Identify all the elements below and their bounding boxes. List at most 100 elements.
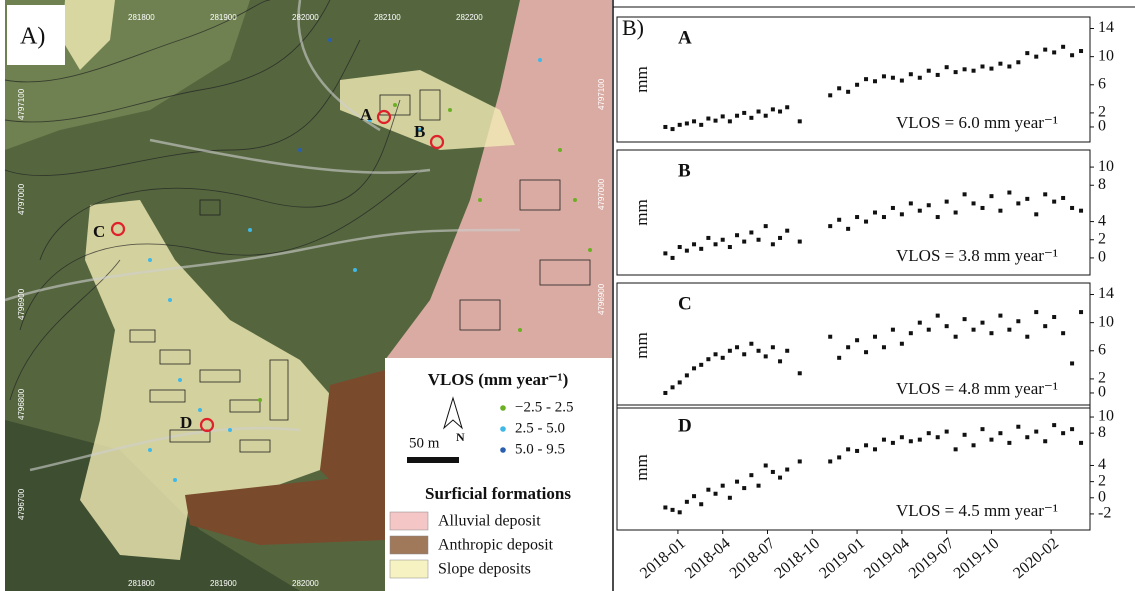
data-point <box>998 314 1002 318</box>
legend-title: VLOS (mm year⁻¹) <box>428 370 569 389</box>
data-point <box>945 324 949 328</box>
data-point <box>721 484 725 488</box>
data-point <box>1016 319 1020 323</box>
y-tick-label: 8 <box>1098 424 1106 441</box>
coord-label: 281800 <box>128 579 155 588</box>
y-tick-label: 2 <box>1098 104 1106 121</box>
data-point <box>855 338 859 342</box>
data-point <box>945 430 949 434</box>
coord-label: 282000 <box>292 579 319 588</box>
y-tick-label: 10 <box>1098 47 1114 64</box>
data-point <box>671 385 675 389</box>
coord-label: 4796700 <box>17 488 26 520</box>
data-point <box>909 331 913 335</box>
y-tick-label: 0 <box>1098 488 1106 505</box>
data-point <box>685 373 689 377</box>
scale-bar <box>407 457 459 463</box>
data-point <box>692 366 696 370</box>
data-point <box>891 206 895 210</box>
y-tick-label: 6 <box>1098 75 1106 92</box>
data-point <box>1034 212 1038 216</box>
data-point <box>891 441 895 445</box>
legend-swatch <box>390 512 428 530</box>
legend-label: 2.5 - 5.0 <box>515 420 565 436</box>
coord-label: 4796900 <box>597 283 606 315</box>
data-point <box>778 109 782 113</box>
data-point <box>927 203 931 207</box>
data-point <box>936 73 940 77</box>
data-point <box>873 211 877 215</box>
legend-swatch <box>500 426 506 432</box>
legend-swatch <box>500 405 506 411</box>
legend-box <box>385 358 612 591</box>
data-point <box>864 220 868 224</box>
data-point <box>742 486 746 490</box>
data-point <box>855 83 859 87</box>
legend-label: −2.5 - 2.5 <box>515 399 573 415</box>
data-point <box>671 508 675 512</box>
data-point <box>749 342 753 346</box>
data-point <box>900 342 904 346</box>
data-point <box>873 335 877 339</box>
data-point <box>764 114 768 118</box>
data-point <box>989 438 993 442</box>
data-point <box>909 72 913 76</box>
data-point <box>764 463 768 467</box>
data-point <box>828 459 832 463</box>
legend-label: 5.0 - 9.5 <box>515 441 565 457</box>
y-tick-label: 10 <box>1098 408 1114 425</box>
y-tick-label: 4 <box>1098 456 1106 473</box>
data-point <box>918 209 922 213</box>
data-point <box>873 79 877 83</box>
data-point <box>1079 441 1083 445</box>
data-point <box>909 439 913 443</box>
data-point <box>972 69 976 73</box>
data-point <box>882 438 886 442</box>
data-point <box>663 391 667 395</box>
y-axis-label: mm <box>632 332 651 358</box>
data-point <box>837 218 841 222</box>
data-point <box>864 350 868 354</box>
y-tick-label: 2 <box>1098 230 1106 247</box>
data-point <box>742 240 746 244</box>
data-point <box>1052 200 1056 204</box>
y-tick-label: 2 <box>1098 472 1106 489</box>
data-point <box>900 79 904 83</box>
coord-label: 4797000 <box>17 183 26 215</box>
data-point <box>1025 435 1029 439</box>
y-tick-label: 4 <box>1098 212 1106 229</box>
data-point <box>837 455 841 459</box>
y-tick-label: 10 <box>1098 158 1114 175</box>
data-point <box>846 447 850 451</box>
data-point <box>735 114 739 118</box>
x-tick-label: 2018-04 <box>682 535 734 582</box>
data-point <box>945 65 949 69</box>
data-point <box>954 211 958 215</box>
data-point <box>1025 335 1029 339</box>
data-point <box>706 117 710 121</box>
data-point <box>714 352 718 356</box>
legend-swatch <box>390 536 428 554</box>
data-point <box>706 236 710 240</box>
y-tick-label: 14 <box>1098 285 1114 302</box>
data-point <box>1052 423 1056 427</box>
data-point <box>692 494 696 498</box>
data-point <box>749 116 753 120</box>
data-point <box>972 328 976 332</box>
coord-label: 281900 <box>210 579 237 588</box>
x-tick-label: 2019-10 <box>951 535 1003 582</box>
panel-title: D <box>678 415 692 436</box>
coord-label: 4797000 <box>597 178 606 210</box>
data-point <box>882 74 886 78</box>
data-point <box>685 500 689 504</box>
data-point <box>1043 192 1047 196</box>
site-label: D <box>180 413 192 432</box>
data-point <box>927 328 931 332</box>
y-axis-label: mm <box>632 454 651 480</box>
data-point <box>1025 51 1029 55</box>
x-tick-label: 2020-02 <box>1010 535 1062 582</box>
data-point <box>1043 324 1047 328</box>
data-point <box>764 224 768 228</box>
data-point <box>846 227 850 231</box>
data-point <box>989 194 993 198</box>
